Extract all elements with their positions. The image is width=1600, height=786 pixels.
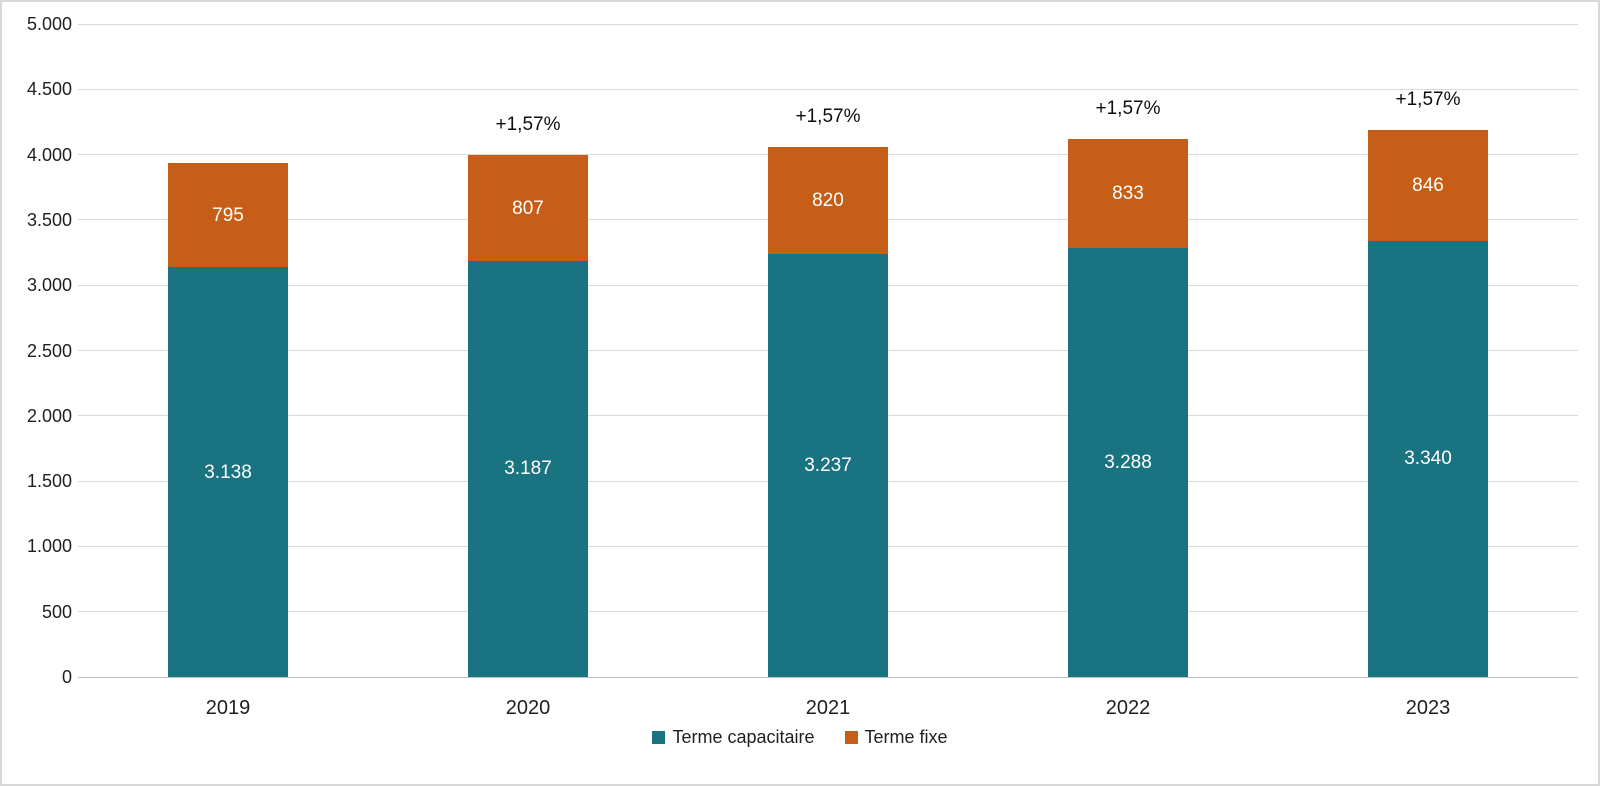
legend-item-terme-capacitaire[interactable]: Terme capacitaire [652, 727, 815, 747]
y-axis-tick-label: 1.500 [26, 471, 72, 492]
legend-label: Terme capacitaire [672, 727, 815, 747]
y-axis-tick-label: 4.500 [26, 79, 72, 100]
bar-value-label: 3.187 [504, 458, 552, 480]
bar-segment-terme-capacitaire-2020[interactable]: 3.187 [468, 260, 588, 677]
y-axis-tick-label: 0 [61, 667, 72, 687]
bar-segment-terme-fixe-2022[interactable]: 833 [1068, 138, 1188, 248]
x-axis-tick-label: 2021 [805, 697, 851, 719]
bar-segment-terme-fixe-2019[interactable]: 795 [168, 163, 288, 268]
bar-segment-terme-capacitaire-2022[interactable]: 3.288 [1068, 247, 1188, 677]
x-axis-line [78, 676, 1578, 678]
y-axis-tick-label: 3.000 [26, 275, 72, 296]
y-axis-tick-label: 5.000 [26, 14, 72, 34]
bar-segment-terme-capacitaire-2023[interactable]: 3.340 [1368, 240, 1488, 677]
bar-segment-terme-fixe-2020[interactable]: 807 [468, 155, 588, 261]
x-axis-tick-label: 2022 [1105, 697, 1151, 719]
pct-change-annotation: +1,57% [495, 114, 561, 136]
bar-value-label: 795 [212, 204, 244, 226]
x-axis-tick-label: 2019 [205, 697, 251, 719]
y-axis-tick-label: 1.000 [26, 536, 72, 557]
legend-swatch-terme-fixe-icon [844, 730, 858, 744]
legend-label: Terme fixe [864, 727, 948, 747]
pct-change-annotation: +1,57% [1095, 97, 1161, 119]
pct-change-annotation: +1,57% [1395, 89, 1461, 111]
y-axis-tick-label: 3.500 [26, 209, 72, 230]
bar-segment-terme-fixe-2021[interactable]: 820 [768, 147, 888, 255]
legend-swatch-terme-capacitaire-icon [652, 730, 666, 744]
y-axis-tick-label: 500 [41, 601, 72, 622]
legend: Terme capacitaire Terme fixe [2, 728, 1598, 746]
bar-value-label: 3.237 [804, 455, 852, 477]
legend-item-terme-fixe[interactable]: Terme fixe [844, 727, 948, 747]
bar-value-label: 846 [1412, 175, 1444, 197]
bar-segment-terme-fixe-2023[interactable]: 846 [1368, 130, 1488, 241]
bar-value-label: 807 [512, 197, 544, 219]
gridline [78, 88, 1578, 90]
bar-value-label: 833 [1112, 182, 1144, 204]
x-axis-tick-label: 2020 [505, 697, 551, 719]
y-axis-tick-label: 2.000 [26, 405, 72, 426]
bar-segment-terme-capacitaire-2019[interactable]: 3.138 [168, 267, 288, 677]
bar-segment-terme-capacitaire-2021[interactable]: 3.237 [768, 254, 888, 677]
y-axis-tick-label: 4.000 [26, 144, 72, 165]
x-axis-tick-label: 2023 [1405, 697, 1451, 719]
bar-value-label: 3.138 [204, 461, 252, 483]
pct-change-annotation: +1,57% [795, 106, 861, 128]
gridline [78, 23, 1578, 25]
bar-value-label: 820 [812, 190, 844, 212]
y-axis-tick-label: 2.500 [26, 340, 72, 361]
bar-value-label: 3.288 [1104, 451, 1152, 473]
bar-value-label: 3.340 [1404, 448, 1452, 470]
